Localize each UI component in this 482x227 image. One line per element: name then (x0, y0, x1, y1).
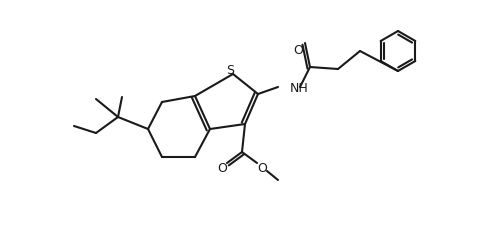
Text: NH: NH (290, 81, 309, 94)
Text: O: O (217, 161, 227, 174)
Text: O: O (257, 161, 267, 174)
Text: S: S (226, 63, 234, 76)
Text: O: O (293, 43, 303, 56)
